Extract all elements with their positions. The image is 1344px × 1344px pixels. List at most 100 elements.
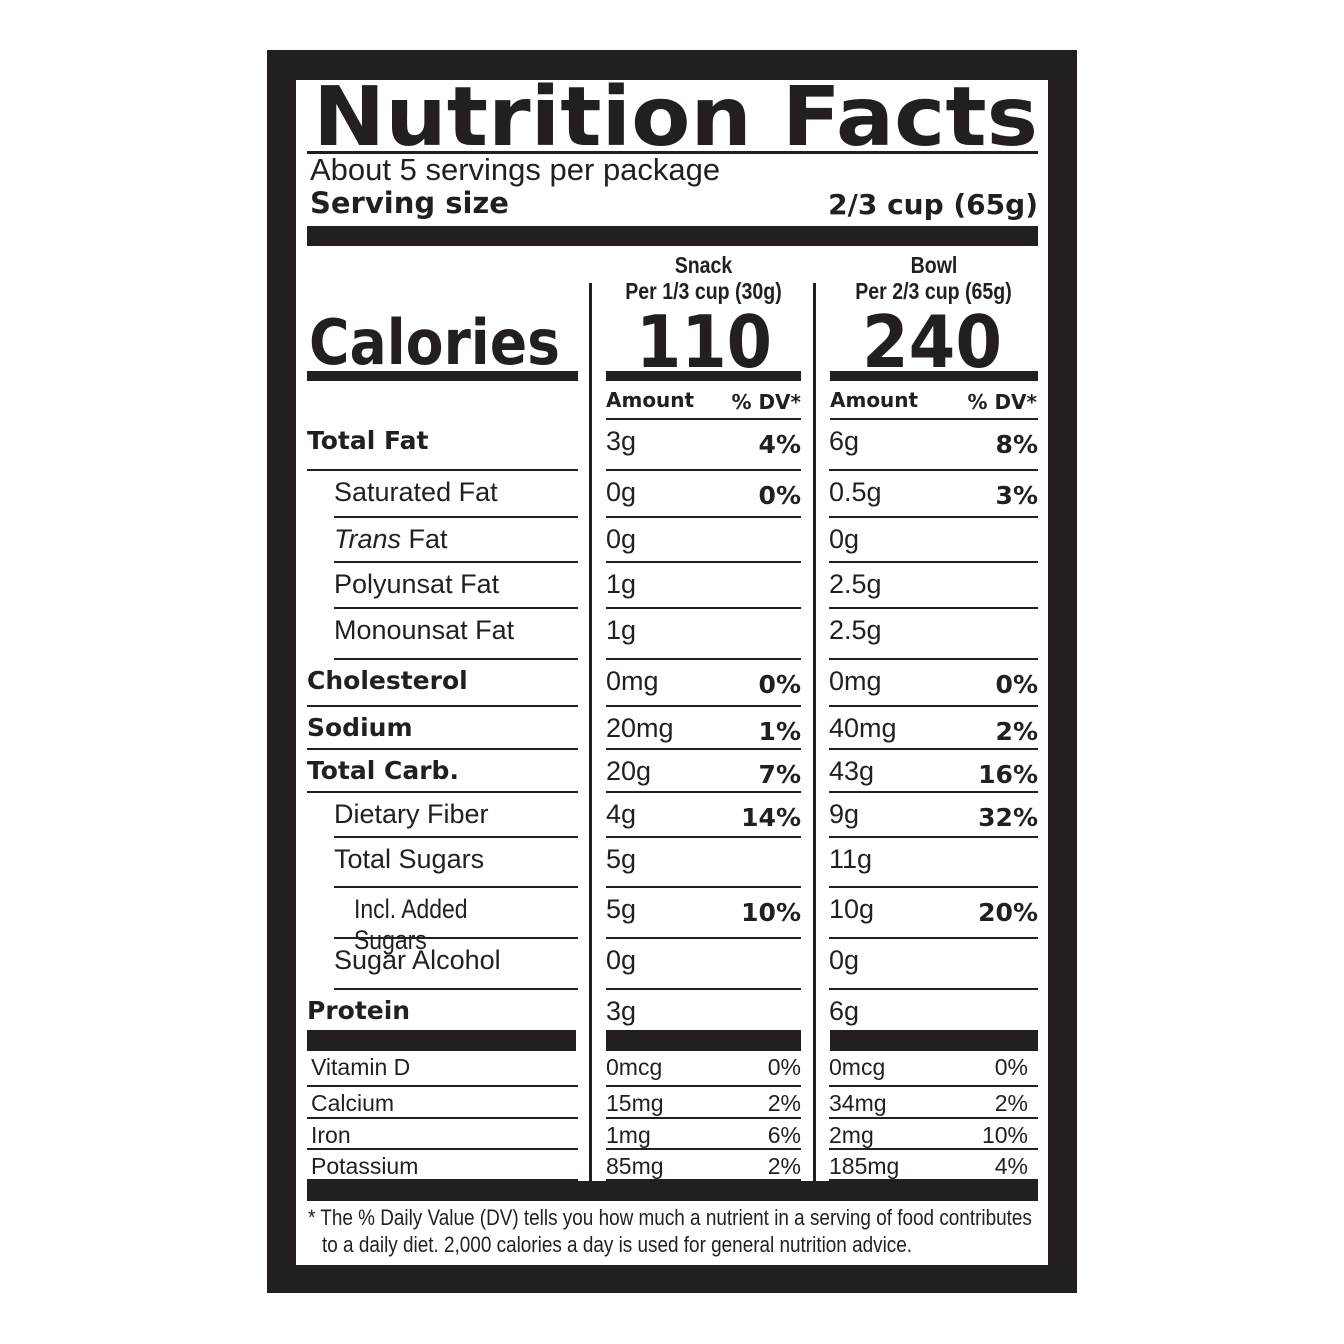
snack-amount: 0mcg <box>606 1054 663 1080</box>
mineral-table: Vitamin D 0mcg 0% 0mcg 0% Calcium 15mg 2% 34… <box>307 1051 1038 1181</box>
bowl-amount: 40mg <box>829 713 897 743</box>
snack-cell: 0g 0% <box>606 471 801 518</box>
serving-size-label: Serving size <box>310 186 509 220</box>
nutrient-label-cell: Cholesterol <box>307 660 578 707</box>
snack-dv: 6% <box>767 1122 801 1148</box>
nutrient-row: Total Carb. 20g 7% 43g 16% <box>307 750 1038 793</box>
nutrient-table: Total Fat 3g 4% 6g 8% Saturated Fat 0g 0% 0.… <box>307 420 1038 1030</box>
rule <box>830 418 1038 420</box>
bowl-amount: 2.5g <box>829 615 882 645</box>
nutrient-label-cell: Trans Fat <box>334 518 578 563</box>
snack-calories: 110 <box>636 305 772 371</box>
nutrient-row: Monounsat Fat 1g 2.5g <box>307 609 1038 660</box>
nutrient-label: Total Sugars <box>334 844 485 874</box>
thick-divider <box>307 1181 1038 1201</box>
nutrient-label-cell: Monounsat Fat <box>334 609 578 660</box>
bowl-amount: 34mg <box>829 1090 887 1116</box>
snack-cell: 5g <box>606 838 801 888</box>
snack-dv: 7% <box>758 760 801 789</box>
nutrient-label: Total Carb. <box>307 756 459 785</box>
bowl-amount: 2.5g <box>829 569 882 599</box>
bowl-amount: 0mg <box>829 666 882 696</box>
snack-amount: 85mg <box>606 1153 664 1179</box>
label-panel <box>296 80 1048 1265</box>
snack-cell: 0g <box>606 939 801 990</box>
snack-cell: 0mg 0% <box>606 660 801 707</box>
bowl-dv: 20% <box>978 898 1038 927</box>
nutrient-row: Dietary Fiber 4g 14% 9g 32% <box>307 793 1038 838</box>
snack-cell: 20mg 1% <box>606 707 801 750</box>
thick-divider <box>307 226 1038 246</box>
nutrient-label-cell: Total Fat <box>307 420 578 471</box>
mineral-row: Potassium 85mg 2% 185mg 4% <box>307 1150 1038 1181</box>
snack-amount: 15mg <box>606 1090 664 1116</box>
mineral-label-cell: Iron <box>307 1119 578 1150</box>
snack-amount: 0g <box>606 524 637 554</box>
footnote-line-2: to a daily diet. 2,000 calories a day is… <box>322 1232 913 1257</box>
snack-dv: 0% <box>758 481 801 510</box>
snack-amount: 0g <box>606 477 637 507</box>
bowl-cell: 10g 20% <box>829 888 1038 939</box>
bowl-amount: 0g <box>829 524 860 554</box>
snack-amount: 20mg <box>606 713 674 743</box>
nutrient-row: Incl. Added Sugars 5g 10% 10g 20% <box>307 888 1038 955</box>
title-text: Nutrition Facts <box>313 78 1038 150</box>
mineral-label-cell: Vitamin D <box>307 1051 578 1087</box>
nutrient-label: Fat <box>401 524 448 554</box>
thick-divider <box>606 1030 801 1051</box>
bowl-dv-header: % DV* <box>967 390 1037 414</box>
nutrient-row: Total Fat 3g 4% 6g 8% <box>307 420 1038 471</box>
bowl-cell: 6g <box>829 990 1038 1030</box>
nutrient-label-cell: Incl. Added Sugars <box>334 888 578 955</box>
bowl-cell: 6g 8% <box>829 420 1038 471</box>
calories-label-text: Calories <box>309 308 560 372</box>
snack-amount: 20g <box>606 756 652 786</box>
nutrient-label-italic: Trans <box>334 524 402 554</box>
bowl-amount: 0g <box>829 945 860 975</box>
bowl-dv: 0% <box>995 670 1038 699</box>
snack-amount: 1g <box>606 569 637 599</box>
snack-cell: 1g <box>606 563 801 609</box>
nutrient-row: Cholesterol 0mg 0% 0mg 0% <box>307 660 1038 707</box>
bowl-amount: 6g <box>829 426 860 456</box>
bowl-column-name: Bowl <box>910 252 958 278</box>
column-divider <box>813 283 816 1181</box>
mineral-label: Calcium <box>311 1090 395 1116</box>
bowl-dv: 32% <box>978 803 1038 832</box>
serving-size-value: 2/3 cup (65g) <box>828 188 1038 221</box>
nutrient-label: Polyunsat Fat <box>334 569 500 599</box>
column-divider <box>589 283 592 1181</box>
nutrient-label: Protein <box>307 996 411 1025</box>
nutrient-row: Trans Fat 0g 0g <box>307 518 1038 563</box>
snack-dv: 2% <box>767 1153 801 1179</box>
nutrient-label: Dietary Fiber <box>334 799 489 829</box>
bowl-amount: 2mg <box>829 1122 874 1148</box>
snack-calories-value: 110 <box>636 305 772 371</box>
mineral-label-cell: Potassium <box>307 1150 578 1181</box>
bowl-dv: 3% <box>995 481 1038 510</box>
bowl-dv: 16% <box>978 760 1038 789</box>
snack-dv: 14% <box>741 803 801 832</box>
snack-cell: 4g 14% <box>606 793 801 838</box>
snack-amount: 3g <box>606 426 637 456</box>
snack-amount-header: Amount <box>606 388 695 412</box>
bowl-portion: Per 2/3 cup (65g) <box>855 278 1012 304</box>
nutrient-label: Cholesterol <box>307 666 468 695</box>
bowl-dv: 4% <box>994 1153 1028 1179</box>
bowl-cell: 34mg 2% <box>829 1087 1038 1119</box>
snack-amount: 1g <box>606 615 637 645</box>
snack-cell: 15mg 2% <box>606 1087 801 1119</box>
bowl-calories: 240 <box>862 305 1002 371</box>
thick-divider <box>307 1030 576 1051</box>
calories-label: Calories <box>309 308 560 372</box>
bowl-amount: 185mg <box>829 1153 900 1179</box>
footnote-line-1: * The % Daily Value (DV) tells you how m… <box>308 1205 1032 1230</box>
mineral-row: Vitamin D 0mcg 0% 0mcg 0% <box>307 1051 1038 1087</box>
bowl-cell: 0.5g 3% <box>829 471 1038 518</box>
bowl-cell: 9g 32% <box>829 793 1038 838</box>
snack-cell: 1g <box>606 609 801 660</box>
snack-column-name: Snack <box>674 252 733 278</box>
snack-cell: 85mg 2% <box>606 1150 801 1181</box>
snack-amount: 0mg <box>606 666 659 696</box>
nutrient-label-cell: Polyunsat Fat <box>334 563 578 609</box>
